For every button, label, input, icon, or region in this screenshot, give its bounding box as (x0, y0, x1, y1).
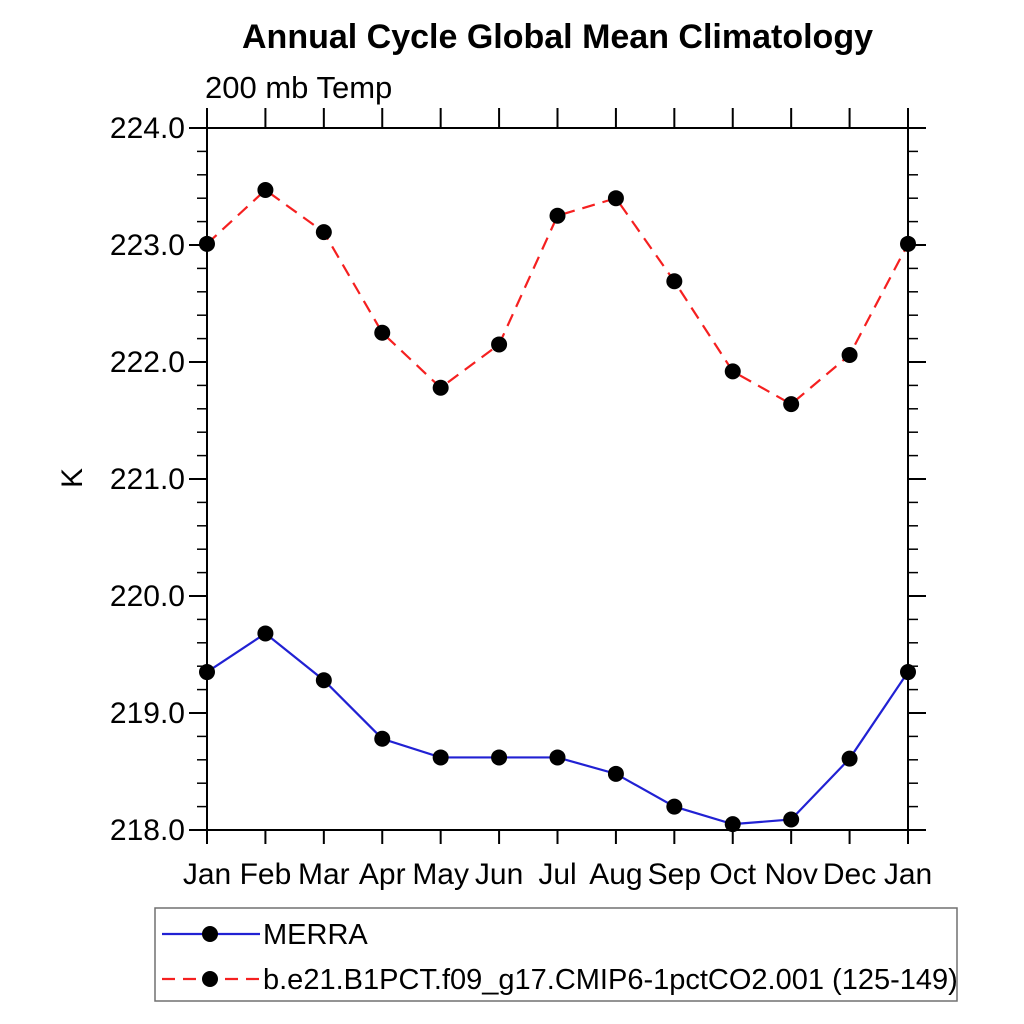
y-tick-label: 223.0 (110, 229, 185, 262)
data-point (724, 363, 741, 380)
data-point (841, 750, 858, 767)
data-point (257, 625, 274, 642)
plot-frame (206, 127, 909, 831)
data-point (491, 336, 508, 353)
data-point (374, 730, 391, 747)
data-point (199, 235, 215, 252)
series-line (206, 632, 909, 826)
series-merra (199, 625, 916, 833)
data-point (432, 379, 449, 396)
x-tick-label: Feb (240, 858, 292, 891)
x-tick-label: Apr (359, 858, 406, 891)
data-point (549, 749, 566, 766)
x-tick-label: Jul (538, 858, 576, 891)
x-tick-label: Jun (475, 858, 523, 891)
data-point (432, 749, 449, 766)
legend-box (154, 907, 958, 1002)
legend: MERRA b.e21.B1PCT.f09_g17.CMIP6-1pctCO2.0… (154, 907, 958, 1002)
legend-entry: MERRA (162, 919, 368, 951)
chart-subtitle: 200 mb Temp (205, 70, 393, 105)
legend-sample-marker (202, 971, 218, 987)
data-point (841, 346, 858, 363)
y-tick-label: 220.0 (110, 580, 185, 613)
data-point (666, 273, 683, 290)
data-point (549, 207, 566, 224)
y-tick-label: 218.0 (110, 814, 185, 847)
legend-sample-marker (202, 926, 218, 942)
legend-label: MERRA (263, 919, 368, 951)
x-tick-label: Sep (648, 858, 701, 891)
y-tick-label: 221.0 (110, 463, 185, 496)
y-tick-label: 224.0 (110, 112, 185, 145)
data-point (724, 816, 741, 833)
data-point (491, 749, 508, 766)
data-point (607, 765, 624, 782)
x-tick-label: Nov (764, 858, 817, 891)
data-point (900, 664, 916, 681)
data-point (607, 190, 624, 207)
y-axis: 218.0 219.0 220.0 221.0 222.0 223.0 224.0 (110, 112, 926, 847)
data-point (374, 324, 391, 341)
x-tick-label: Aug (589, 858, 642, 891)
y-tick-label: 219.0 (110, 697, 185, 730)
chart-title: Annual Cycle Global Mean Climatology (242, 18, 873, 56)
data-point (666, 798, 683, 815)
legend-entry: b.e21.B1PCT.f09_g17.CMIP6-1pctCO2.001 (1… (162, 964, 958, 996)
x-tick-label: Jan (884, 858, 932, 891)
data-point (199, 664, 215, 681)
data-point (783, 811, 800, 828)
data-point (257, 182, 274, 199)
legend-label: b.e21.B1PCT.f09_g17.CMIP6-1pctCO2.001 (1… (263, 964, 958, 996)
data-point (315, 224, 332, 241)
data-point (783, 396, 800, 413)
data-point (900, 235, 916, 252)
series-model (199, 182, 916, 413)
x-tick-label: Oct (709, 858, 756, 891)
x-tick-label: Dec (823, 858, 876, 891)
x-tick-label: Jan (183, 858, 231, 891)
data-point (315, 672, 332, 689)
x-tick-label: Mar (298, 858, 350, 891)
x-axis: Jan Feb Mar Apr May Jun Jul Aug Sep Oct Nov Dec Jan (183, 108, 932, 891)
y-tick-label: 222.0 (110, 346, 185, 379)
x-tick-label: May (412, 858, 469, 891)
